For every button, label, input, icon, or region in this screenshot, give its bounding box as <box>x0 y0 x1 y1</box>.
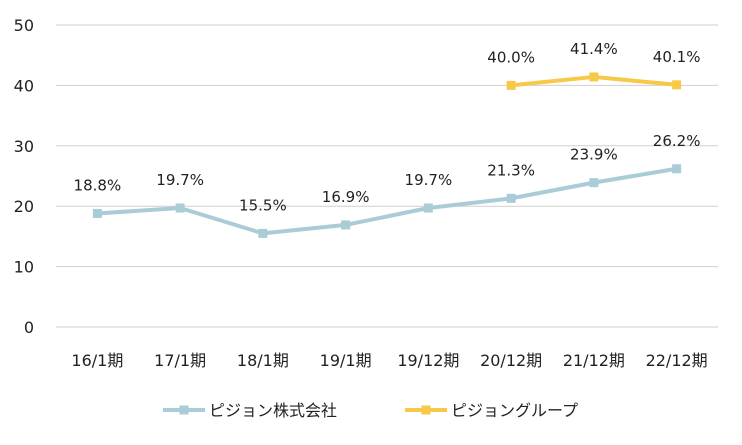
x-tick-label: 19/1期 <box>320 351 372 370</box>
data-label: 23.9% <box>570 146 618 164</box>
data-point <box>589 72 599 82</box>
y-tick-label: 10 <box>14 258 34 277</box>
data-labels: 18.8% 19.7% 15.5% 16.9% 19.7% 21.3% 23.9% 26.2%… <box>74 40 701 214</box>
data-point <box>341 220 351 230</box>
data-label: 16.9% <box>322 188 370 206</box>
data-label: 40.1% <box>653 48 701 66</box>
series-line <box>97 166 677 236</box>
series-1 <box>92 164 682 238</box>
legend-marker <box>179 405 189 415</box>
legend-label: ピジョン株式会社 <box>209 401 337 420</box>
series-2 <box>506 72 682 90</box>
x-tick-label: 16/1期 <box>71 351 123 370</box>
y-tick-label: 0 <box>24 318 34 337</box>
legend: ピジョン株式会社 ピジョングループ <box>163 401 578 420</box>
legend-marker <box>421 405 431 415</box>
data-label: 21.3% <box>487 161 535 179</box>
y-tick-label: 30 <box>14 137 34 156</box>
data-label: 40.0% <box>487 48 535 66</box>
x-tick-label: 22/12期 <box>646 351 708 370</box>
data-label: 26.2% <box>653 132 701 150</box>
y-axis-ticks: 0 10 20 30 40 50 <box>14 16 34 337</box>
data-point <box>589 178 599 188</box>
gridlines <box>56 24 718 328</box>
x-axis-ticks: 16/1期 17/1期 18/1期 19/1期 19/12期 20/12期 21/12期 22… <box>71 351 707 370</box>
y-tick-label: 20 <box>14 197 34 216</box>
data-label: 19.7% <box>156 171 204 189</box>
data-label: 41.4% <box>570 40 618 58</box>
legend-label: ピジョングループ <box>451 401 578 420</box>
data-label: 18.8% <box>74 176 122 194</box>
data-point <box>258 228 268 238</box>
legend-item-2: ピジョングループ <box>405 401 578 420</box>
series-layer <box>92 72 682 238</box>
x-tick-label: 17/1期 <box>154 351 206 370</box>
data-point <box>423 203 433 213</box>
data-point <box>506 193 516 203</box>
data-point <box>672 80 682 90</box>
data-point <box>92 208 102 218</box>
data-point <box>506 80 516 90</box>
legend-item-1: ピジョン株式会社 <box>163 401 337 420</box>
x-tick-label: 21/12期 <box>563 351 625 370</box>
y-tick-label: 50 <box>14 16 34 35</box>
data-label: 15.5% <box>239 196 287 214</box>
data-point <box>672 164 682 174</box>
y-tick-label: 40 <box>14 76 34 95</box>
data-point <box>175 203 185 213</box>
x-tick-label: 19/12期 <box>397 351 459 370</box>
data-label: 19.7% <box>405 171 453 189</box>
x-tick-label: 20/12期 <box>480 351 542 370</box>
x-tick-label: 18/1期 <box>237 351 289 370</box>
